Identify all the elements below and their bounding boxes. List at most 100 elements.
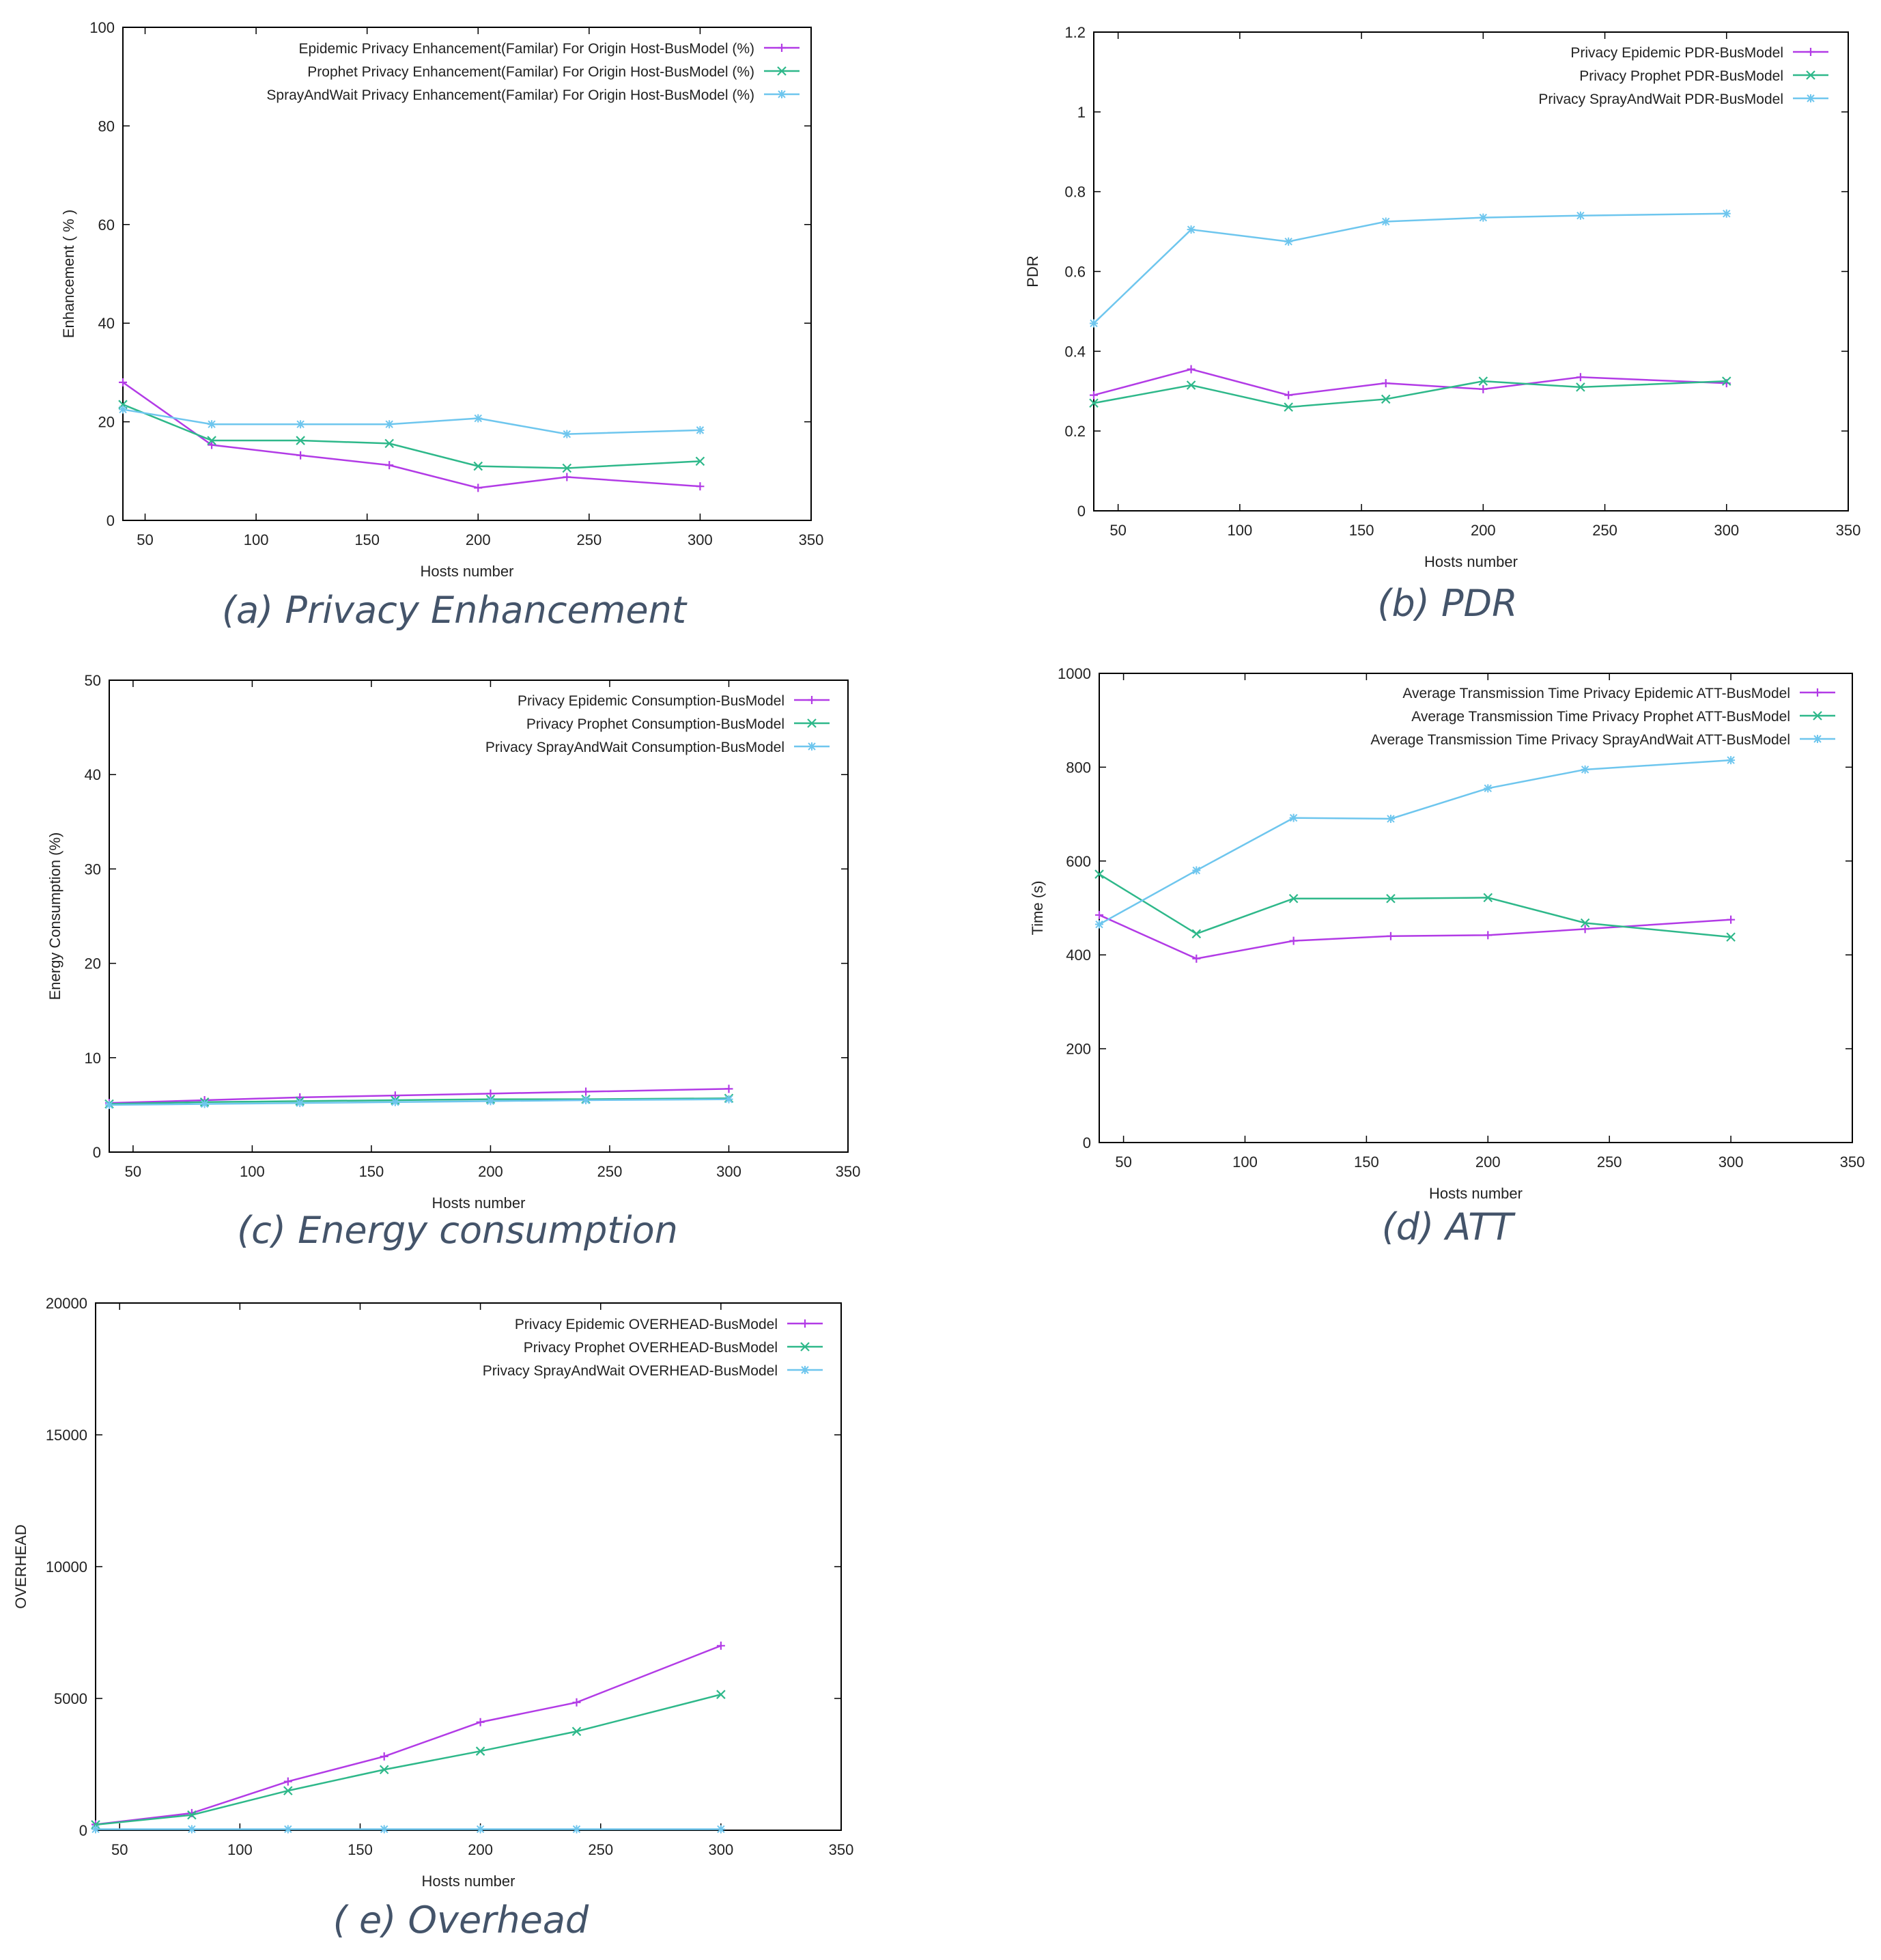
y-tick-label: 100	[89, 19, 115, 36]
y-tick-label: 30	[85, 860, 101, 878]
legend-marker-prophet	[1813, 711, 1822, 720]
data-point-prophet	[562, 463, 572, 473]
data-point-prophet	[1094, 869, 1104, 879]
x-axis-label: Hosts number	[1429, 1185, 1523, 1202]
y-tick-label: 20	[85, 955, 101, 972]
data-point-spray	[1381, 217, 1390, 226]
y-axis-label: PDR	[1024, 255, 1041, 287]
series-epidemic	[119, 378, 705, 492]
data-point-prophet	[1191, 929, 1202, 939]
x-tick-label: 100	[227, 1841, 253, 1858]
data-point-spray	[119, 405, 127, 414]
data-point-epidemic	[296, 451, 305, 460]
series-spray	[91, 1825, 725, 1834]
data-point-epidemic	[572, 1698, 581, 1707]
legend-label-spray: Privacy SprayAndWait Consumption-BusMode…	[485, 740, 784, 755]
data-point-spray	[572, 1825, 581, 1834]
y-tick-label: 50	[85, 672, 101, 689]
data-point-spray	[1192, 866, 1201, 875]
data-point-epidemic	[1386, 932, 1395, 940]
x-tick-label: 250	[1597, 1153, 1622, 1171]
data-point-spray	[1581, 765, 1589, 774]
x-tick-label: 250	[588, 1841, 613, 1858]
data-point-spray	[187, 1825, 196, 1834]
series-line-epidemic	[122, 381, 701, 489]
data-point-prophet	[91, 1820, 100, 1830]
legend-marker-epidemic	[778, 44, 786, 52]
chart-a: 0 20 40 60 80 100 50 100 150 200 250 300 350 Hosts nu…	[60, 19, 823, 632]
data-point-spray	[724, 1095, 733, 1104]
x-tick-label: 350	[1836, 522, 1861, 539]
data-point-spray	[716, 1825, 725, 1834]
legend-label-prophet: Privacy Prophet OVERHEAD-BusModel	[524, 1340, 778, 1356]
data-point-spray	[696, 425, 705, 434]
y-tick-label: 0.2	[1064, 423, 1086, 440]
y-tick-label: 20	[98, 414, 115, 431]
x-tick-label: 100	[244, 531, 269, 548]
series-line-prophet	[1099, 873, 1731, 938]
series-line-prophet	[95, 1693, 722, 1826]
x-tick-label: 250	[597, 1163, 623, 1180]
data-point-spray	[1576, 211, 1585, 220]
y-tick-label: 40	[98, 315, 115, 332]
y-tick-label: 600	[1066, 853, 1091, 870]
plot-frame	[1099, 673, 1853, 1143]
data-point-spray	[563, 430, 571, 438]
data-point-spray	[296, 420, 305, 429]
y-tick-label: 1.2	[1064, 24, 1086, 41]
chart-caption: ( e) Overhead	[333, 1899, 589, 1942]
data-point-prophet	[1381, 394, 1391, 404]
legend-marker-epidemic	[801, 1319, 809, 1328]
data-point-prophet	[296, 436, 305, 445]
x-tick-label: 50	[1115, 1153, 1131, 1171]
chart-e: 0 5000 10000 15000 20000 50 100 150 200 250 300 350…	[12, 1295, 853, 1942]
x-tick-label: 150	[1349, 522, 1374, 539]
data-point-prophet	[379, 1765, 389, 1774]
series-line-spray	[1099, 759, 1731, 925]
data-point-epidemic	[385, 461, 394, 470]
data-point-epidemic	[380, 1752, 388, 1761]
x-tick-label: 50	[111, 1841, 128, 1858]
data-point-epidemic	[716, 1641, 725, 1650]
data-point-epidemic	[724, 1084, 733, 1093]
x-tick-label: 200	[1475, 1153, 1501, 1171]
series-prophet	[1094, 869, 1736, 942]
series-spray	[1090, 209, 1731, 328]
plot-frame	[95, 1302, 842, 1831]
data-point-prophet	[1478, 376, 1488, 386]
data-point-spray	[1479, 213, 1488, 222]
data-point-spray	[91, 1825, 100, 1834]
data-point-prophet	[1726, 932, 1736, 942]
y-axis-label: OVERHEAD	[12, 1524, 29, 1608]
x-tick-label: 100	[240, 1163, 265, 1180]
legend-marker-spray	[1807, 94, 1815, 102]
x-tick-label: 250	[576, 531, 602, 548]
x-tick-label: 200	[1471, 522, 1496, 539]
legend-label-epidemic: Privacy Epidemic OVERHEAD-BusModel	[515, 1317, 778, 1332]
y-tick-label: 40	[85, 766, 101, 783]
y-axis-label: Enhancement ( % )	[60, 210, 77, 338]
legend-marker-epidemic	[1813, 688, 1822, 697]
y-tick-label: 400	[1066, 947, 1091, 964]
series-epidemic	[91, 1641, 725, 1829]
y-tick-label: 10	[85, 1050, 101, 1067]
y-tick-label: 0.4	[1064, 343, 1086, 360]
x-tick-label: 300	[1719, 1153, 1744, 1171]
x-tick-label: 150	[1354, 1153, 1379, 1171]
y-tick-label: 10000	[46, 1558, 87, 1576]
y-tick-label: 5000	[54, 1690, 87, 1707]
x-tick-label: 250	[1592, 522, 1617, 539]
data-point-prophet	[1386, 893, 1396, 904]
data-point-spray	[1289, 813, 1298, 822]
data-point-prophet	[1288, 893, 1299, 904]
legend-label-spray: Privacy SprayAndWait OVERHEAD-BusModel	[483, 1363, 778, 1379]
data-point-epidemic	[1090, 391, 1098, 400]
data-point-prophet	[1576, 382, 1585, 392]
y-tick-label: 1	[1077, 104, 1086, 121]
chart-caption: (d) ATT	[1382, 1205, 1516, 1248]
series-spray	[1095, 756, 1736, 929]
x-tick-label: 200	[466, 531, 491, 548]
data-point-epidemic	[1192, 954, 1201, 963]
y-tick-label: 60	[98, 216, 115, 234]
